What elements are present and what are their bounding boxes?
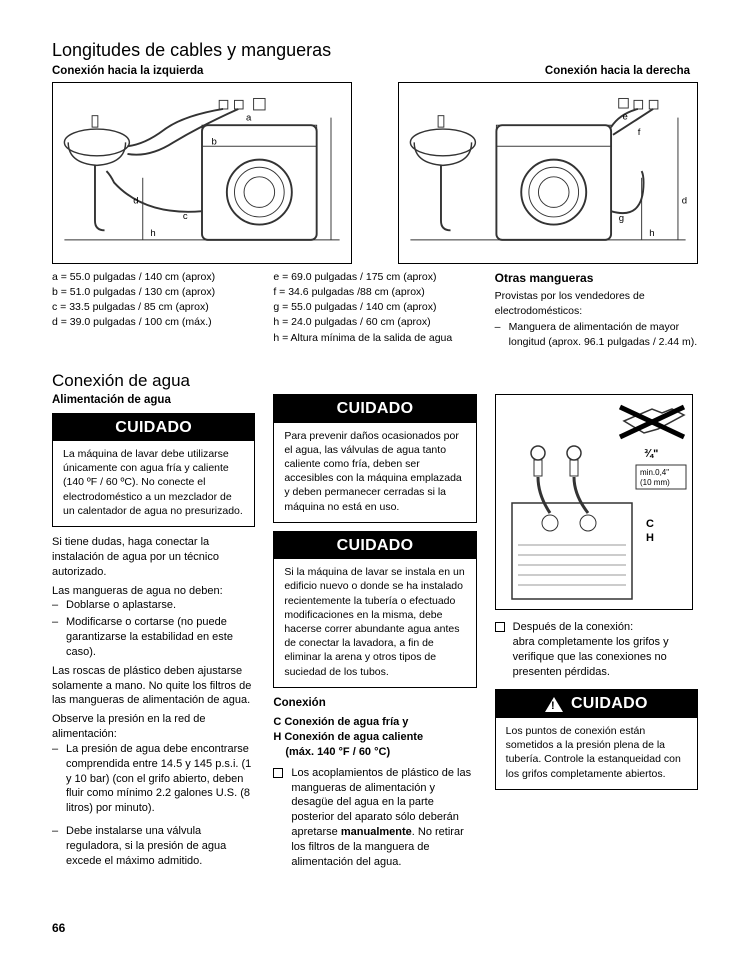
spec-mm: (10 mm) — [640, 478, 670, 487]
cuidado-head-1: CUIDADO — [53, 414, 254, 442]
conn-h1: H Conexión de agua caliente — [273, 730, 476, 745]
spec-size: ¾" — [644, 448, 658, 460]
col1-li4: Debe instalarse una válvula reguladora, … — [52, 824, 255, 869]
lbl-h2: h — [649, 228, 654, 239]
lbl-a: a — [246, 112, 252, 123]
page-title: Longitudes de cables y mangueras — [52, 38, 698, 62]
cuidado-body-2: Para prevenir daños ocasionados por el a… — [274, 423, 475, 522]
cuidado-head-2: CUIDADO — [274, 395, 475, 423]
lbl-d2: d — [682, 195, 687, 206]
meas-f: f = 34.6 pulgadas /88 cm (aprox) — [273, 285, 476, 300]
col3-sq1: Después de la conexión: abra completamen… — [495, 620, 698, 679]
alimentacion-title: Alimentación de agua — [52, 393, 255, 409]
col3-sq1-l1: Después de la conexión: — [513, 621, 633, 633]
conexion-agua-title: Conexión de agua — [52, 370, 255, 393]
conn-c: C Conexión de agua fría y — [273, 715, 476, 730]
measurements-right: e = 69.0 pulgadas / 175 cm (aprox) f = 3… — [273, 270, 476, 352]
lbl-g: g — [619, 213, 624, 224]
lbl-e: e — [623, 111, 628, 122]
conexion-sub: Conexión — [273, 696, 476, 712]
col1-p2: Las mangueras de agua no deben: — [52, 584, 255, 599]
conn-right-label: Conexión hacia la derecha — [545, 64, 698, 80]
col1-p3: Las roscas de plástico deben ajustarse s… — [52, 664, 255, 709]
cuidado-head-3: CUIDADO — [274, 532, 475, 560]
col1-li2: Modificarse o cortarse (no puede garanti… — [52, 615, 255, 660]
meas-c: c = 33.5 pulgadas / 85 cm (aprox) — [52, 300, 255, 315]
page-number: 66 — [52, 920, 65, 936]
cuidado-box-1: CUIDADO La máquina de lavar debe utiliza… — [52, 413, 255, 527]
lbl-f: f — [638, 127, 641, 138]
meas-g: g = 55.0 pulgadas / 140 cm (aprox) — [273, 300, 476, 315]
col1-p1: Si tiene dudas, haga conectar la instala… — [52, 535, 255, 580]
cuidado-body-4: Los puntos de conexión están sometidos a… — [496, 718, 697, 789]
col1-li1: Doblarse o aplastarse. — [52, 598, 255, 613]
measurements-left: a = 55.0 pulgadas / 140 cm (aprox) b = 5… — [52, 270, 255, 352]
lbl-d: d — [133, 195, 138, 206]
meas-d: d = 39.0 pulgadas / 100 cm (máx.) — [52, 315, 255, 330]
col-1: Conexión de agua Alimentación de agua CU… — [52, 370, 255, 874]
col2-sq1: Los acoplamientos de plástico de las man… — [273, 766, 476, 870]
col3-sq1-l2: abra completamente los grifos y verifiqu… — [513, 636, 669, 678]
col1-li3: La presión de agua debe encontrarse comp… — [52, 742, 255, 816]
lbl-C: C — [646, 518, 654, 530]
diagram-right: e f g h d — [398, 82, 698, 264]
lbl-h: h — [150, 228, 155, 239]
meas-h: h = 24.0 pulgadas / 60 cm (aprox) — [273, 315, 476, 330]
conn-left-label: Conexión hacia la izquierda — [52, 64, 203, 80]
otras-title: Otras mangueras — [495, 270, 698, 287]
cuidado-box-2: CUIDADO Para prevenir daños ocasionados … — [273, 394, 476, 523]
meas-h-note: h = Altura mínima de la salida de agua — [273, 331, 476, 346]
cuidado-body-3: Si la máquina de lavar se instala en un … — [274, 559, 475, 686]
col-3: ¾" min.0,4" (10 mm) C H — [495, 370, 698, 874]
warning-icon — [545, 697, 563, 712]
diagram-left: a b c d h — [52, 82, 352, 264]
cuidado-head-4: CUIDADO — [496, 690, 697, 718]
meas-e: e = 69.0 pulgadas / 175 cm (aprox) — [273, 270, 476, 285]
lbl-H: H — [646, 532, 654, 544]
meas-a: a = 55.0 pulgadas / 140 cm (aprox) — [52, 270, 255, 285]
col1-p4: Observe la presión en la red de alimenta… — [52, 712, 255, 742]
lbl-c: c — [183, 211, 188, 222]
cuidado-label-4: CUIDADO — [571, 693, 648, 715]
spec-min: min.0,4" — [640, 468, 669, 477]
col-2: CUIDADO Para prevenir daños ocasionados … — [273, 370, 476, 874]
cuidado-box-4: CUIDADO Los puntos de conexión están som… — [495, 689, 698, 789]
connection-diagram: ¾" min.0,4" (10 mm) C H — [495, 394, 693, 610]
lbl-b: b — [212, 136, 217, 147]
otras-item-1: Manguera de alimentación de mayor longit… — [495, 320, 698, 350]
otras-intro: Provistas por los vendedores de electrod… — [495, 289, 698, 319]
otras-mangueras: Otras mangueras Provistas por los vended… — [495, 270, 698, 352]
cuidado-body-1: La máquina de lavar debe utilizarse únic… — [53, 441, 254, 526]
col2-sq1-bold: manualmente — [341, 826, 412, 838]
cuidado-box-3: CUIDADO Si la máquina de lavar se instal… — [273, 531, 476, 688]
conn-h2: (máx. 140 °F / 60 °C) — [273, 745, 476, 760]
meas-b: b = 51.0 pulgadas / 130 cm (aprox) — [52, 285, 255, 300]
